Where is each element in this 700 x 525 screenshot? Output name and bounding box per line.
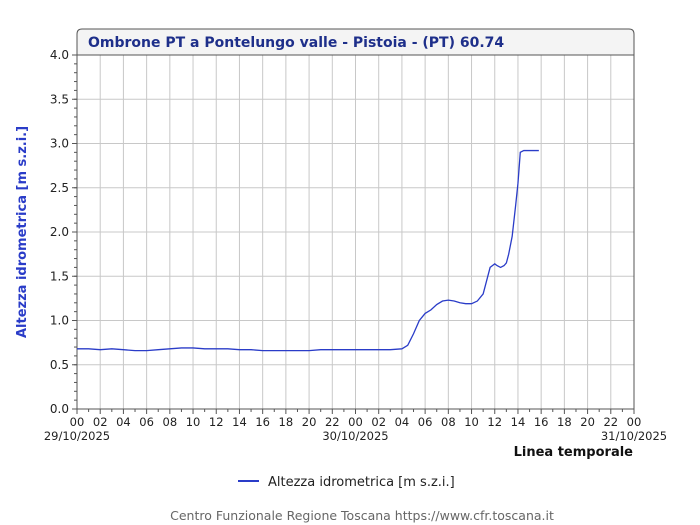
footer-credit: Centro Funzionale Regione Toscana https:…	[170, 508, 554, 523]
x-tick-label: 18	[557, 415, 572, 429]
y-tick-label: 1.5	[50, 269, 69, 283]
series-line-altezza-idrometrica	[77, 149, 539, 352]
x-tick-label: 04	[395, 415, 410, 429]
x-tick-label: 10	[186, 415, 201, 429]
y-tick-label: 3.0	[50, 137, 69, 151]
y-tick-label: 2.5	[50, 181, 69, 195]
x-tick-label: 06	[139, 415, 154, 429]
chart-title: Ombrone PT a Pontelungo valle - Pistoia …	[88, 35, 504, 51]
x-tick-label: 02	[93, 415, 108, 429]
plot-area	[76, 54, 635, 410]
x-tick-label: 02	[371, 415, 386, 429]
legend: Altezza idrometrica [m s.z.i.]	[238, 475, 455, 490]
x-tick-label: 10	[464, 415, 479, 429]
x-tick-label: 14	[511, 415, 526, 429]
x-tick-label: 20	[580, 415, 595, 429]
x-tick-label: 16	[534, 415, 549, 429]
x-tick-label: 04	[116, 415, 131, 429]
x-tick-label: 22	[325, 415, 340, 429]
x-tick-label: 00	[627, 415, 642, 429]
x-tick-label: 00	[70, 415, 85, 429]
date-label: 31/10/2025	[601, 429, 667, 443]
date-label: 29/10/2025	[44, 429, 110, 443]
x-tick-label: 06	[418, 415, 433, 429]
y-tick-label: 4.0	[50, 48, 69, 62]
y-tick-label: 0.0	[50, 402, 69, 416]
y-axis-ticks: 0.0 0.5 1.0 1.5 2.0 2.5 3.0 3.5 4.0	[50, 48, 77, 416]
grid-horizontal-lines	[77, 98, 634, 366]
x-tick-label: 08	[163, 415, 178, 429]
y-tick-label: 1.0	[50, 314, 69, 328]
y-tick-label: 0.5	[50, 358, 69, 372]
y-tick-label: 2.0	[50, 225, 69, 239]
y-tick-label: 3.5	[50, 92, 69, 106]
title-box	[76, 28, 635, 56]
title-bar: Ombrone PT a Pontelungo valle - Pistoia …	[76, 28, 635, 56]
y-axis-label: Altezza idrometrica [m s.z.i.]	[15, 126, 30, 338]
x-axis-date-labels: 29/10/2025 30/10/2025 31/10/2025	[44, 429, 667, 443]
x-tick-label: 18	[279, 415, 294, 429]
x-tick-label: 12	[487, 415, 502, 429]
x-tick-label: 16	[255, 415, 270, 429]
x-tick-label: 12	[209, 415, 224, 429]
x-tick-label: 14	[232, 415, 247, 429]
x-tick-label: 22	[603, 415, 618, 429]
legend-label: Altezza idrometrica [m s.z.i.]	[268, 475, 455, 490]
x-tick-label: 20	[302, 415, 317, 429]
x-tick-label: 00	[348, 415, 363, 429]
x-axis-ticks: 00 02 04 06 08 10 12 14 16 18 20 22 00 02 04 06 08 10 12 14…	[70, 409, 642, 429]
x-tick-label: 08	[441, 415, 456, 429]
date-label: 30/10/2025	[322, 429, 388, 443]
x-axis-label: Linea temporale	[514, 445, 634, 460]
